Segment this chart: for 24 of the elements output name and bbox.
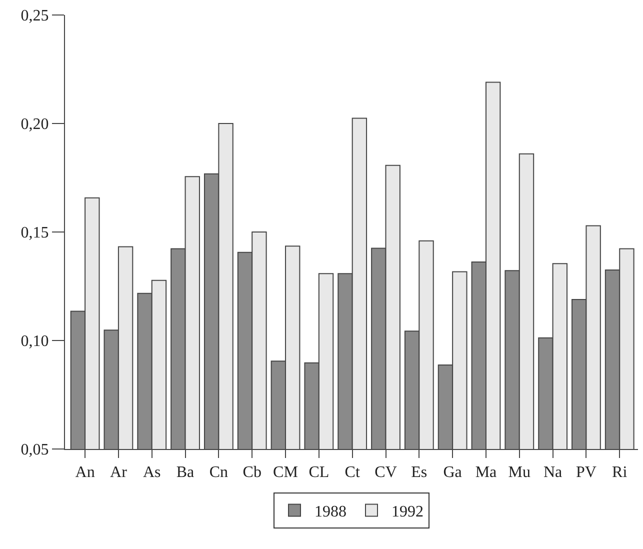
x-tick-label: An <box>75 464 95 482</box>
x-tick-label: Mu <box>508 464 531 482</box>
x-tick-label: Ga <box>443 464 462 482</box>
x-tick-label: Ar <box>110 464 128 482</box>
x-tick-label: Ri <box>612 464 628 482</box>
x-tick-label: Ma <box>475 464 497 482</box>
y-tick-label: 0,15 <box>20 224 49 242</box>
x-tick-label: CV <box>374 464 398 482</box>
x-tick-label: Es <box>411 464 428 482</box>
x-tick-label: Cn <box>209 464 228 482</box>
x-tick-label: Ba <box>176 464 194 482</box>
x-tick-label: Ct <box>344 464 360 482</box>
y-tick-label: 0,05 <box>20 442 49 459</box>
legend-label: 1992 <box>392 504 424 521</box>
y-tick-label: 0,20 <box>20 116 49 134</box>
y-tick-label: 0,25 <box>20 8 49 25</box>
x-tick-label: PV <box>576 464 597 482</box>
x-tick-label: As <box>142 464 161 482</box>
y-tick-label: 0,10 <box>20 333 49 350</box>
x-tick-label: CL <box>308 464 330 482</box>
x-tick-label: CM <box>273 464 298 482</box>
legend-label: 1988 <box>314 504 346 521</box>
x-tick-label: Na <box>543 464 562 482</box>
x-tick-label: Cb <box>242 464 262 482</box>
